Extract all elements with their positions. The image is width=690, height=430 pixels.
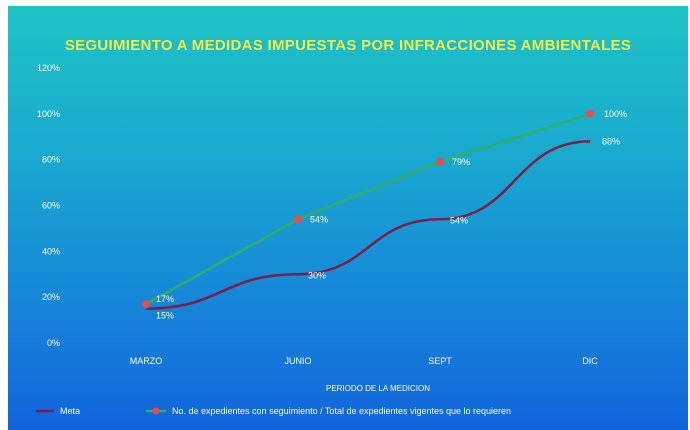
x-axis-ticks: MARZO JUNIO SEPT DIC [130, 356, 599, 366]
data-point [294, 215, 302, 223]
series-markers [142, 110, 594, 308]
data-label: 100% [604, 109, 627, 119]
chart-title: SEGUIMIENTO A MEDIDAS IMPUESTAS POR INFR… [65, 37, 631, 54]
legend-marker-expedientes [153, 408, 160, 415]
y-tick-label: 100% [37, 109, 60, 119]
series-lines [146, 114, 590, 309]
x-tick-label: MARZO [130, 356, 163, 366]
x-tick-label: DIC [582, 356, 598, 366]
data-label: 30% [308, 270, 326, 280]
data-point [436, 158, 444, 166]
data-label: 15% [156, 311, 174, 321]
legend: Meta No. de expedientes con seguimiento /… [36, 406, 511, 416]
x-tick-label: SEPT [428, 356, 452, 366]
chart-area: SEGUIMIENTO A MEDIDAS IMPUESTAS POR INFR… [8, 6, 688, 430]
data-label: 17% [156, 294, 174, 304]
y-tick-label: 80% [42, 155, 60, 165]
x-axis-title: PERIODO DE LA MEDICION [326, 384, 430, 393]
y-axis-ticks: 0% 20% 40% 60% 80% 100% 120% [37, 63, 60, 348]
data-point [142, 300, 150, 308]
legend-label-meta: Meta [60, 406, 80, 416]
legend-label-expedientes: No. de expedientes con seguimiento / Tot… [172, 406, 511, 416]
series-line [146, 141, 590, 308]
data-label: 54% [450, 215, 468, 225]
x-tick-label: JUNIO [285, 356, 312, 366]
y-tick-label: 40% [42, 246, 60, 256]
data-label: 54% [310, 214, 328, 224]
y-tick-label: 120% [37, 63, 60, 73]
y-tick-label: 20% [42, 292, 60, 302]
data-point [586, 110, 594, 118]
data-label: 79% [452, 157, 470, 167]
y-tick-label: 0% [47, 338, 60, 348]
data-label: 88% [602, 136, 620, 146]
line-chart: SEGUIMIENTO A MEDIDAS IMPUESTAS POR INFR… [8, 6, 688, 430]
y-tick-label: 60% [42, 201, 60, 211]
series-line [146, 114, 590, 304]
